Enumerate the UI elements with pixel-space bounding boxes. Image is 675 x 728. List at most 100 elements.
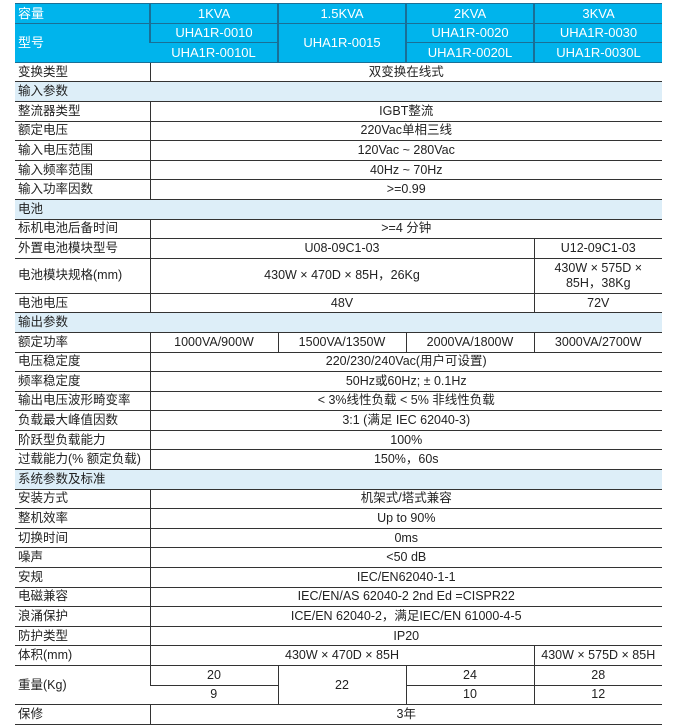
- value-cell: 220Vac单相三线: [149, 120, 662, 142]
- value-cell: 150%，60s: [149, 449, 662, 471]
- value-cell: 430W × 575D × 85H: [533, 645, 662, 666]
- value-cell: ICE/EN 62040-2，满足IEC/EN 61000-4-5: [149, 606, 662, 627]
- value-cell: 0ms: [149, 527, 662, 549]
- row-label: 防护类型: [15, 625, 150, 647]
- row-label: 过载能力(% 额定负载): [15, 449, 150, 471]
- value-cell: 24: [405, 665, 534, 686]
- table-row: 过载能力(% 额定负载) 150%，60s: [15, 449, 662, 471]
- table-row: 容量 1KVA 1.5KVA 2KVA 3KVA: [15, 3, 662, 24]
- row-label: 整机效率: [15, 508, 150, 529]
- row-label: 型号: [15, 22, 150, 63]
- row-label: 电池电压: [15, 292, 150, 314]
- value-cell: UHA1R-0020: [405, 22, 534, 44]
- row-label: 标机电池后备时间: [15, 218, 150, 240]
- ups-spec-table: 容量 1KVA 1.5KVA 2KVA 3KVA 型号 UHA1R-0010 UHA1R-00…: [15, 3, 662, 725]
- row-label: 电压稳定度: [15, 351, 150, 373]
- row-label: 输出电压波形畸变率: [15, 390, 150, 412]
- value-cell: UHA1R-0030: [533, 22, 662, 44]
- value-cell: 12: [533, 684, 662, 706]
- row-label: 整流器类型: [15, 100, 150, 122]
- table-row: 阶跃型负载能力 100%: [15, 429, 662, 451]
- table-row: 安规 IEC/EN62040-1-1: [15, 567, 662, 588]
- value-cell: UHA1R-0010L: [150, 42, 278, 63]
- row-label: 输入电压范围: [15, 140, 150, 161]
- table-row: 防护类型 IP20: [15, 625, 662, 647]
- table-row: 频率稳定度 50Hz或60Hz; ± 0.1Hz: [15, 371, 662, 392]
- value-cell: 20: [149, 665, 278, 686]
- table-row: 切换时间 0ms: [15, 527, 662, 549]
- value-cell: 9: [150, 684, 278, 706]
- value-cell: UHA1R-0010: [149, 22, 278, 44]
- table-row: 负载最大峰值因数 3:1 (满足 IEC 62040-3): [15, 410, 662, 431]
- table-row: 输入功率因数 >=0.99: [15, 179, 662, 200]
- row-label: 电池模块规格(mm): [15, 257, 150, 294]
- table-row: 变换类型 双变换在线式: [15, 61, 662, 83]
- table-row: 安装方式 机架式/塔式兼容: [15, 488, 662, 510]
- table-row: 输出电压波形畸变率 < 3%线性负载 < 5% 非线性负载: [15, 390, 662, 412]
- row-label: 体积(mm): [15, 645, 150, 666]
- value-cell: 28: [533, 665, 662, 686]
- value-cell: 3年: [149, 704, 662, 725]
- row-label: 电磁兼容: [15, 586, 150, 608]
- row-label: 额定功率: [15, 331, 150, 353]
- section-header-row: 电池: [15, 198, 662, 220]
- value-cell: 72V: [533, 292, 662, 314]
- table-row: 整机效率 Up to 90%: [15, 508, 662, 529]
- value-cell: 430W × 470D × 85H，26Kg: [149, 257, 534, 294]
- value-cell: IEC/EN62040-1-1: [149, 567, 662, 588]
- table-row: 整流器类型 IGBT整流: [15, 100, 662, 122]
- table-row: 标机电池后备时间 >=4 分钟: [15, 218, 662, 240]
- value-cell: 1KVA: [149, 3, 278, 24]
- table-row: 电磁兼容 IEC/EN/AS 62040-2 2nd Ed =CISPR22: [15, 586, 662, 608]
- section-title: 输出参数: [15, 312, 662, 333]
- row-label: 外置电池模块型号: [15, 238, 150, 259]
- value-cell: UHA1R-0030L: [533, 42, 662, 63]
- value-cell: Up to 90%: [149, 508, 662, 529]
- table-row: 电池模块规格(mm) 430W × 470D × 85H，26Kg 430W × 5…: [15, 257, 662, 294]
- value-cell: 120Vac ~ 280Vac: [149, 140, 662, 161]
- value-cell: IGBT整流: [149, 100, 662, 122]
- row-label: 输入功率因数: [15, 179, 150, 200]
- section-title: 系统参数及标准: [15, 469, 662, 490]
- section-header-row: 输入参数: [15, 81, 662, 102]
- value-cell: >=4 分钟: [149, 218, 662, 240]
- value-cell: U12-09C1-03: [533, 238, 662, 259]
- table-row: 输入电压范围 120Vac ~ 280Vac: [15, 140, 662, 161]
- value-cell: 1000VA/900W: [149, 331, 278, 353]
- row-label: 输入频率范围: [15, 159, 150, 181]
- section-header-row: 系统参数及标准: [15, 469, 662, 490]
- value-cell: 1.5KVA: [277, 3, 406, 24]
- value-cell: 3000VA/2700W: [533, 331, 662, 353]
- row-label: 负载最大峰值因数: [15, 410, 150, 431]
- section-title: 输入参数: [15, 81, 662, 102]
- value-cell: 10: [405, 684, 534, 706]
- value-cell: < 3%线性负载 < 5% 非线性负载: [149, 390, 662, 412]
- table-row: 浪涌保护 ICE/EN 62040-2，满足IEC/EN 61000-4-5: [15, 606, 662, 627]
- table-row: 输入频率范围 40Hz ~ 70Hz: [15, 159, 662, 181]
- value-cell: 3KVA: [533, 3, 662, 24]
- table-row: 保修 3年: [15, 704, 662, 725]
- row-label: 容量: [15, 3, 150, 24]
- value-cell: 430W × 575D × 85H，38Kg: [533, 257, 662, 294]
- value-cell: 2KVA: [405, 3, 534, 24]
- value-cell: 100%: [149, 429, 662, 451]
- value-cell: 48V: [149, 292, 534, 314]
- value-cell: 50Hz或60Hz; ± 0.1Hz: [149, 371, 662, 392]
- value-cell: 3:1 (满足 IEC 62040-3): [149, 410, 662, 431]
- table-row: 噪声 <50 dB: [15, 547, 662, 569]
- row-label: 重量(Kg): [15, 664, 150, 706]
- value-cell: <50 dB: [149, 547, 662, 569]
- value-cell: UHA1R-0015: [277, 22, 406, 63]
- row-label: 噪声: [15, 547, 150, 569]
- row-label: 保修: [15, 704, 150, 725]
- table-row: 外置电池模块型号 U08-09C1-03 U12-09C1-03: [15, 238, 662, 259]
- section-title: 电池: [15, 198, 662, 220]
- table-row: 电压稳定度 220/230/240Vac(用户可设置): [15, 351, 662, 373]
- value-cell: 40Hz ~ 70Hz: [149, 159, 662, 181]
- value-cell: IP20: [149, 625, 662, 647]
- table-row: 体积(mm) 430W × 470D × 85H 430W × 575D × 85H: [15, 645, 662, 666]
- table-row: 额定功率 1000VA/900W 1500VA/1350W 2000VA/1800W 3…: [15, 331, 662, 353]
- value-cell: UHA1R-0020L: [405, 42, 534, 63]
- value-cell: >=0.99: [149, 179, 662, 200]
- table-row: 重量(Kg) 20 22 24 28: [15, 664, 662, 706]
